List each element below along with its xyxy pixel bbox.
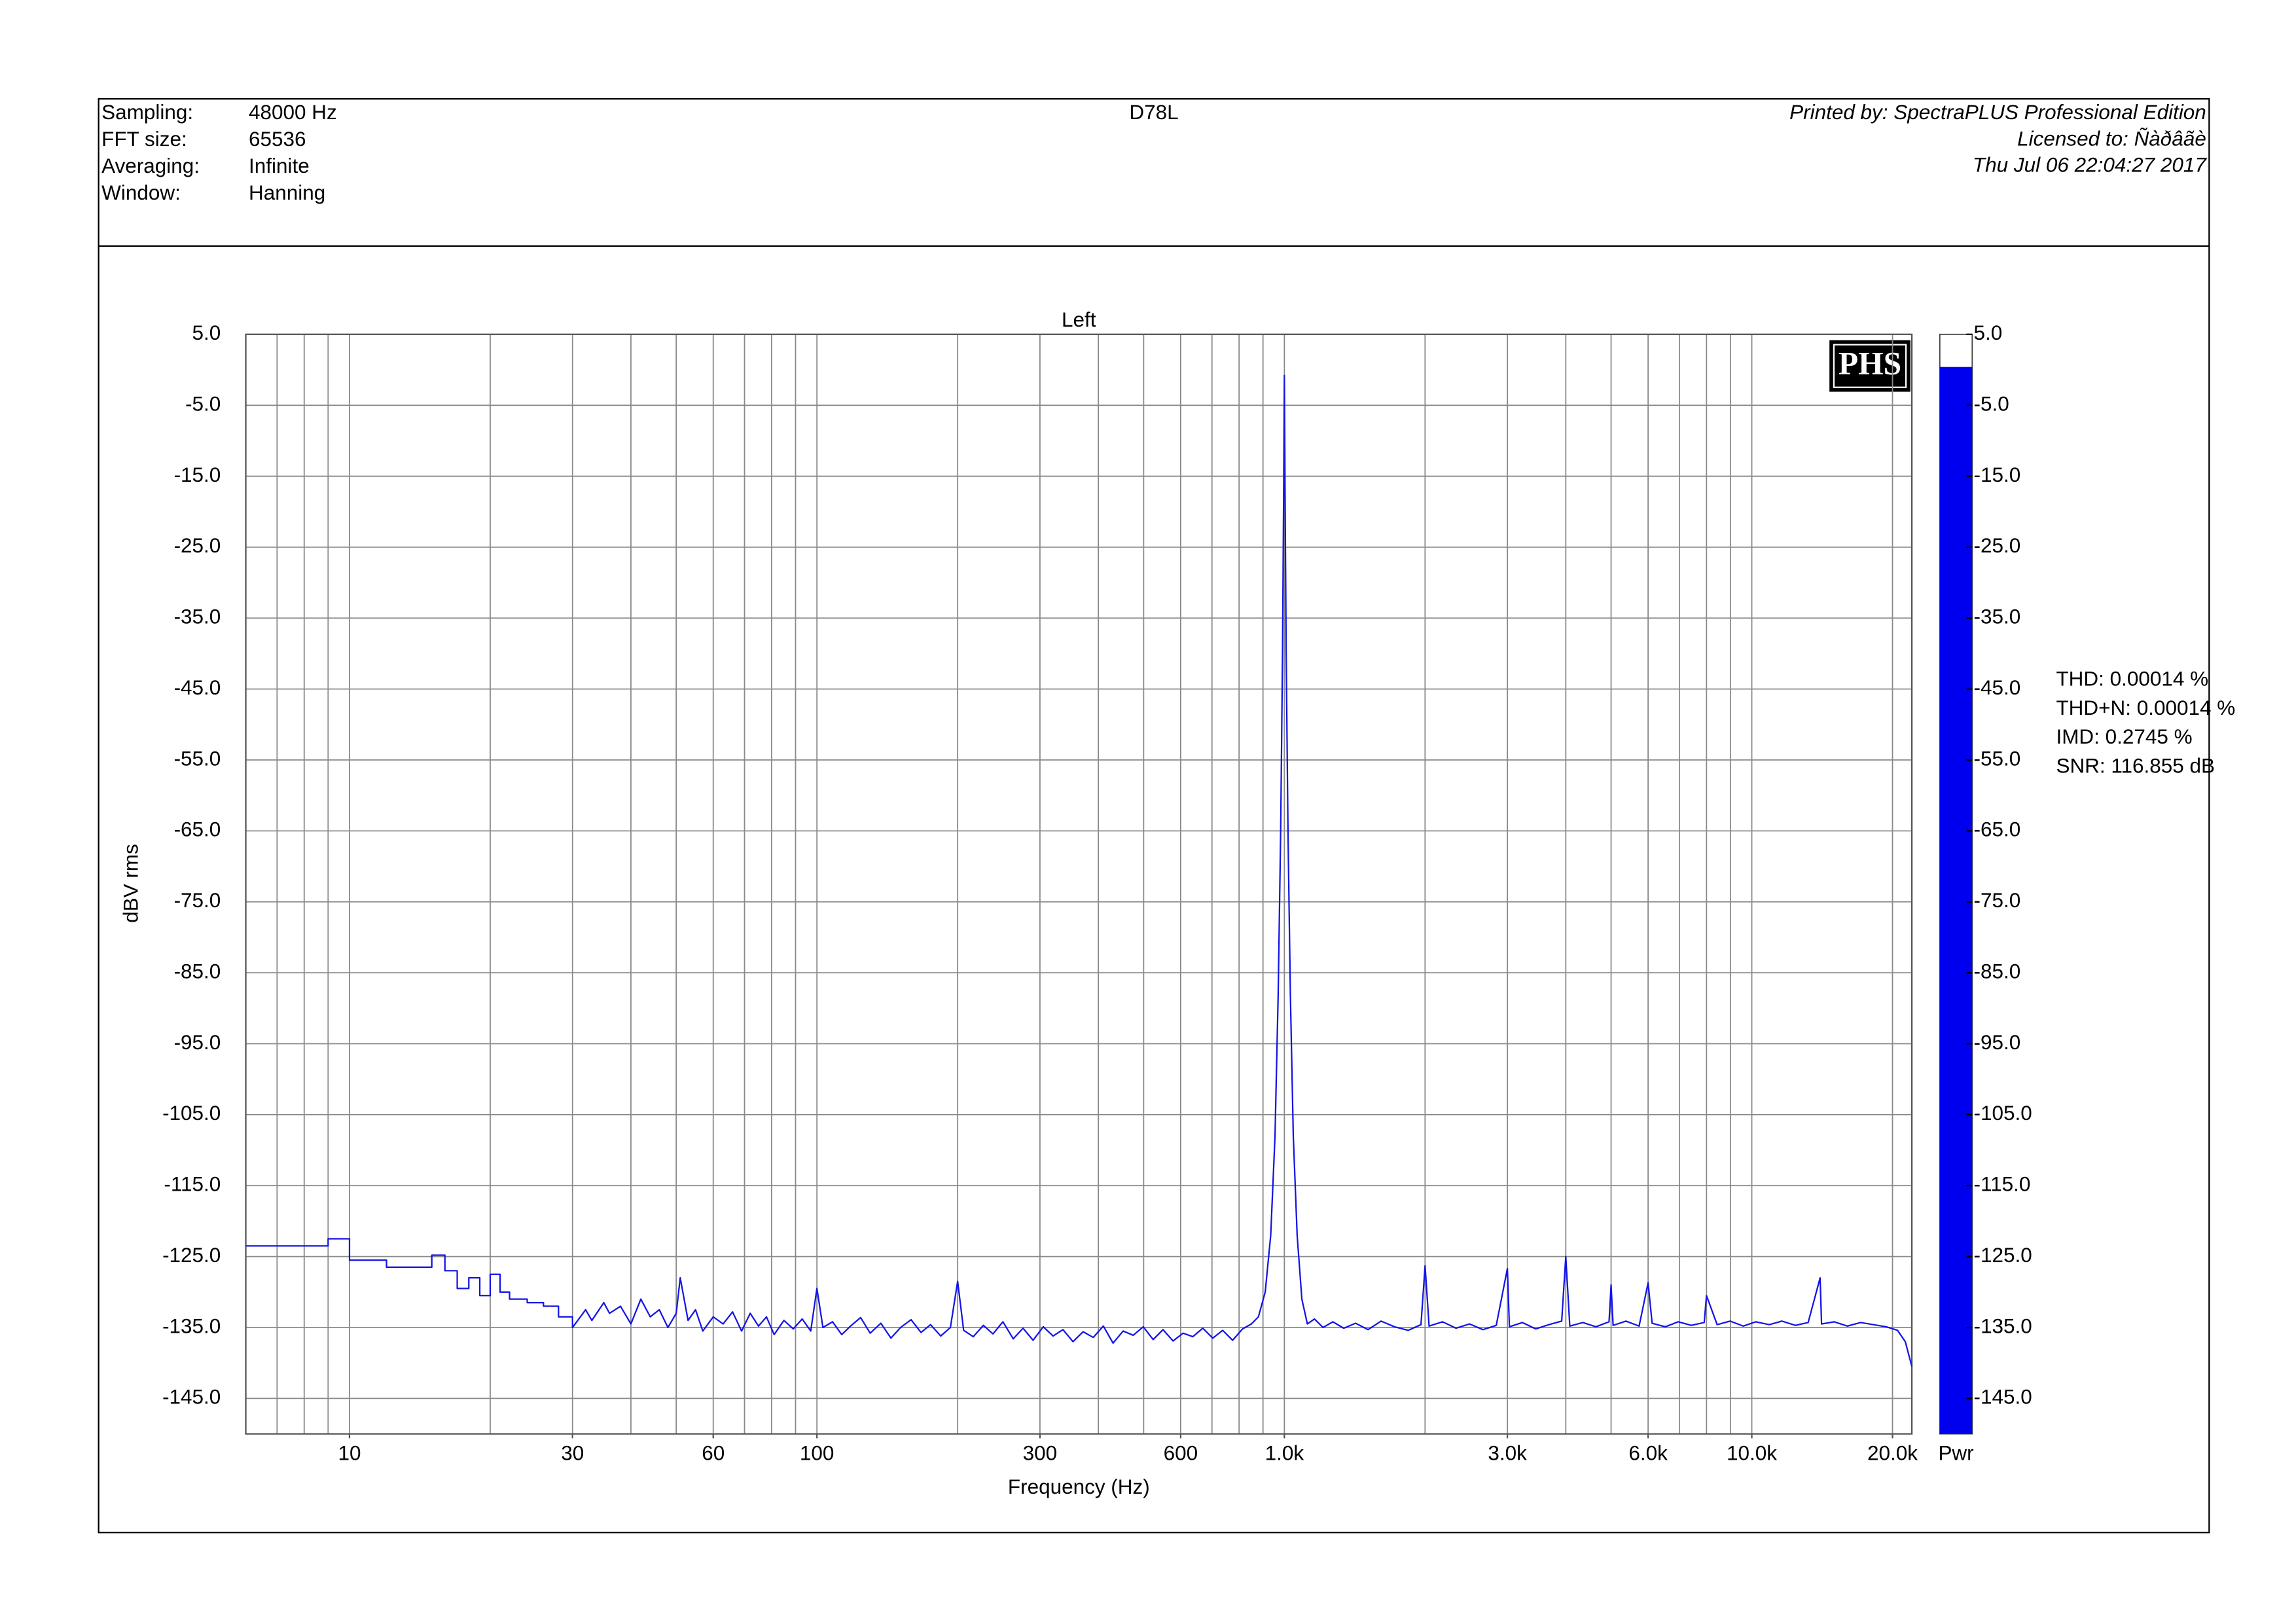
licensed-to: Licensed to: Ñàðâãè: [2017, 127, 2206, 150]
measurement: IMD: 0.2745 %: [2056, 725, 2192, 748]
level-tick-label: -5.0: [1974, 392, 2009, 415]
level-tick-label: 5.0: [1974, 321, 2003, 344]
field-label: Sampling:: [101, 101, 193, 124]
level-tick-label: -85.0: [1974, 960, 2021, 983]
x-tick-label: 10.0k: [1727, 1441, 1777, 1464]
level-tick-label: -145.0: [1974, 1386, 2032, 1409]
y-tick-label: -65.0: [174, 818, 221, 841]
y-tick-label: -115.0: [164, 1173, 221, 1196]
y-tick-label: -105.0: [162, 1102, 221, 1125]
x-tick-label: 100: [800, 1441, 834, 1464]
x-tick-label: 6.0k: [1628, 1441, 1668, 1464]
x-tick-label: 10: [338, 1441, 361, 1464]
spectrum-line: [245, 374, 1913, 1367]
level-tick-label: -95.0: [1974, 1031, 2021, 1054]
level-tick-label: -125.0: [1974, 1244, 2032, 1267]
y-tick-label: -55.0: [174, 747, 221, 770]
field-value: 65536: [249, 128, 306, 151]
field-label: Window:: [101, 181, 181, 204]
y-tick-label: -145.0: [162, 1386, 221, 1409]
level-tick-label: -45.0: [1974, 676, 2021, 699]
y-tick-label: -25.0: [174, 534, 221, 557]
field-value: Infinite: [249, 154, 310, 177]
level-tick-label: -15.0: [1974, 463, 2021, 486]
y-tick-label: -85.0: [174, 960, 221, 983]
level-tick-label: -115.0: [1974, 1173, 2031, 1196]
page-frame: [98, 98, 2210, 1534]
print-date: Thu Jul 06 22:04:27 2017: [1973, 154, 2207, 177]
y-tick-label: -125.0: [162, 1244, 221, 1267]
x-tick-label: 30: [561, 1441, 584, 1464]
y-tick-label: -75.0: [174, 889, 221, 912]
x-tick-label: 3.0k: [1488, 1441, 1527, 1464]
report-title: D78L: [1129, 101, 1178, 124]
field-label: Averaging:: [101, 154, 200, 177]
field-value: 48000 Hz: [249, 101, 337, 124]
logo-text: PHS: [1839, 346, 1901, 382]
level-tick-label: -135.0: [1974, 1314, 2032, 1337]
x-tick-label: 20.0k: [1867, 1441, 1918, 1464]
y-tick-label: -45.0: [174, 676, 221, 699]
x-tick-label: 1.0k: [1265, 1441, 1304, 1464]
level-tick-label: -65.0: [1974, 818, 2021, 841]
y-axis-label: dBV rms: [120, 844, 143, 923]
logo-border: [1833, 344, 1907, 388]
y-tick-label: -95.0: [174, 1031, 221, 1054]
level-tick-label: -105.0: [1974, 1102, 2032, 1125]
y-tick-label: -5.0: [185, 392, 221, 415]
x-tick-label: 600: [1164, 1441, 1198, 1464]
printed-by: Printed by: SpectraPLUS Professional Edi…: [1789, 101, 2206, 124]
y-tick-label: 5.0: [192, 321, 221, 344]
level-bar-label: Pwr: [1938, 1441, 1973, 1464]
measurement: THD+N: 0.00014 %: [2056, 696, 2235, 719]
measurement: THD: 0.00014 %: [2056, 668, 2208, 691]
field-value: Hanning: [249, 181, 325, 204]
level-tick-label: -55.0: [1974, 747, 2021, 770]
chart-title: Left: [1062, 308, 1096, 331]
y-tick-label: -35.0: [174, 605, 221, 628]
y-tick-label: -135.0: [162, 1314, 221, 1337]
y-tick-label: -15.0: [174, 463, 221, 486]
level-tick-label: -75.0: [1974, 889, 2021, 912]
field-label: FFT size:: [101, 128, 187, 151]
level-tick-label: -35.0: [1974, 605, 2021, 628]
measurement: SNR: 116.855 dB: [2056, 754, 2215, 777]
x-tick-label: 300: [1023, 1441, 1058, 1464]
level-bar: [1939, 367, 1973, 1434]
x-tick-label: 60: [702, 1441, 725, 1464]
plot-frame: [245, 333, 1913, 1435]
x-axis-label: Frequency (Hz): [1008, 1475, 1150, 1498]
level-tick-label: -25.0: [1974, 534, 2021, 557]
logo-box: [1829, 340, 1910, 392]
